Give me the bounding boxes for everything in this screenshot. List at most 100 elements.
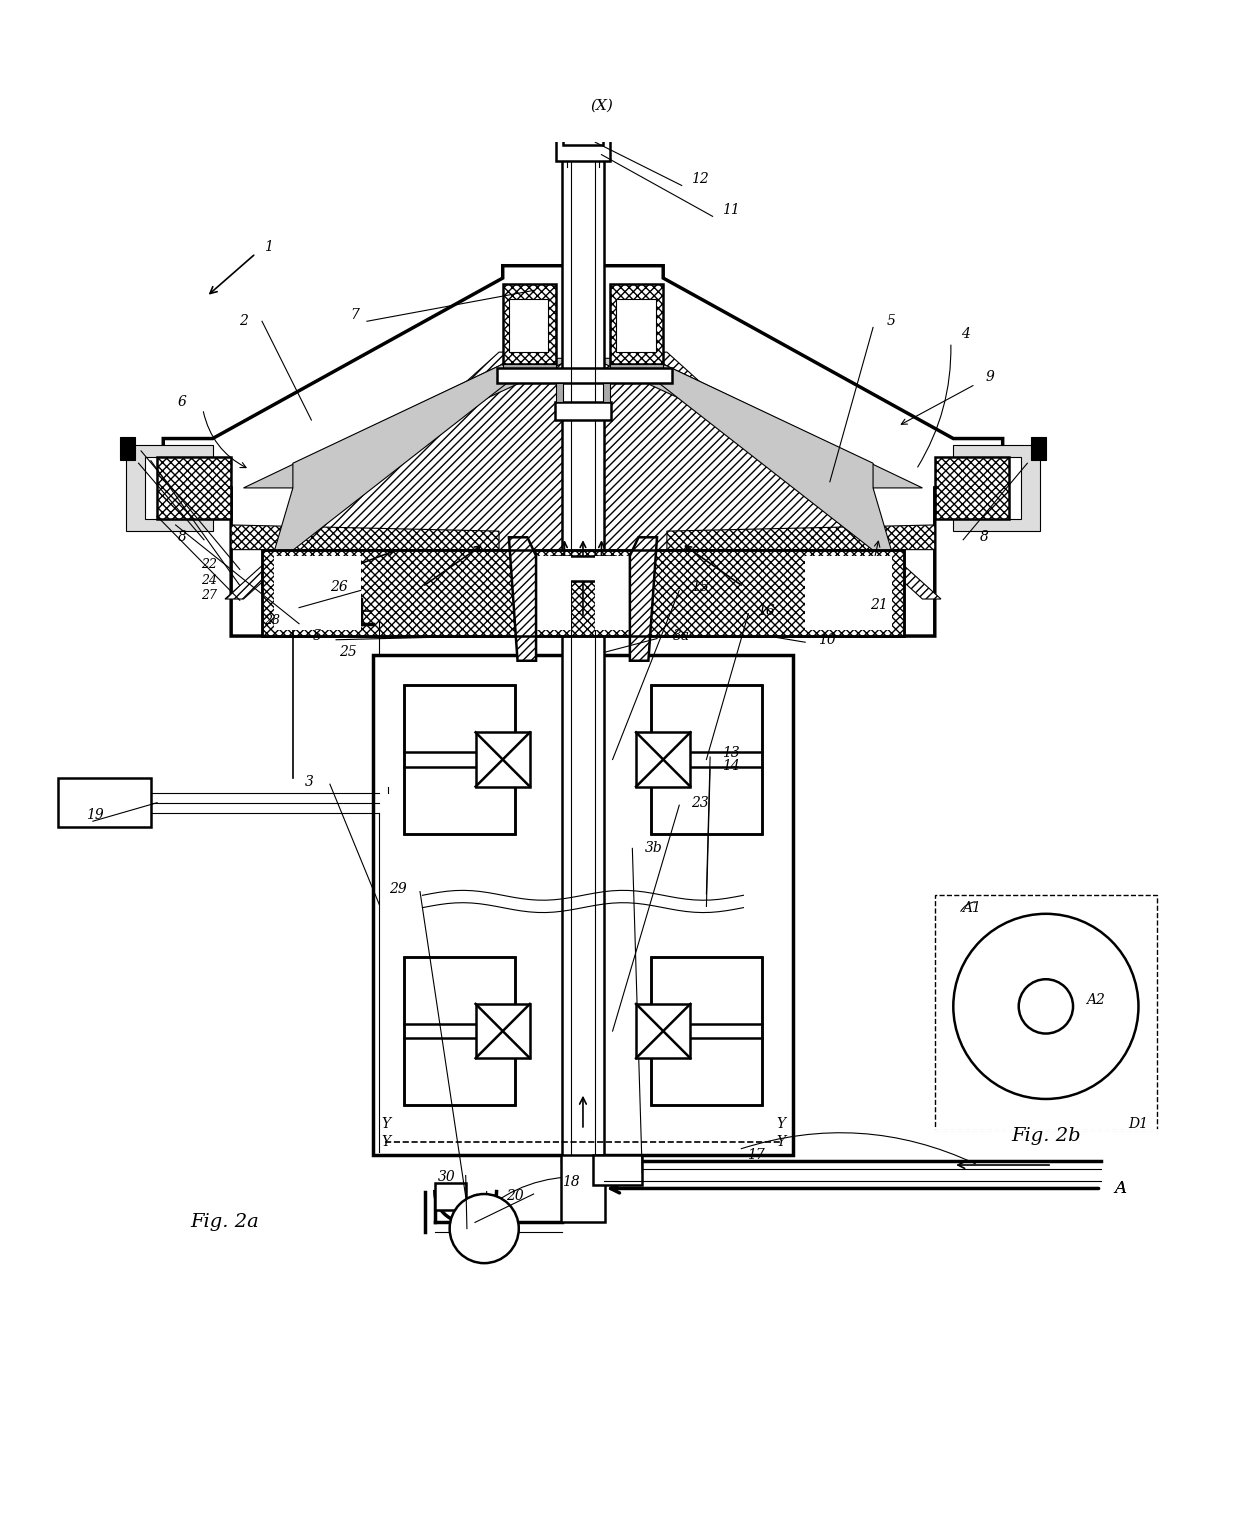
Text: 7: 7 [350,308,360,322]
Polygon shape [593,358,923,488]
Polygon shape [610,284,663,365]
Text: 25: 25 [340,646,357,659]
Text: A: A [1114,1180,1126,1197]
Text: 30: 30 [438,1170,456,1183]
Text: 29: 29 [389,883,407,896]
Bar [551,556,615,580]
Text: 14: 14 [722,758,740,773]
Bar [404,685,515,834]
Text: 28: 28 [264,614,280,626]
Polygon shape [262,358,515,592]
Bar [636,1004,691,1059]
Polygon shape [243,358,573,488]
Text: 18: 18 [562,1174,579,1189]
Text: A2: A2 [1086,993,1105,1007]
Text: A: A [1114,1180,1126,1197]
Bar [404,685,515,834]
Text: 3: 3 [305,775,314,788]
Text: 22: 22 [201,557,217,571]
Text: 16: 16 [756,605,775,618]
Text: 8: 8 [980,530,988,544]
Polygon shape [667,526,935,550]
Text: 8: 8 [177,530,186,544]
Bar [120,437,135,460]
Polygon shape [231,526,498,550]
Bar [554,401,611,421]
Polygon shape [651,358,904,592]
Text: 1: 1 [264,240,273,254]
Bar [595,556,632,630]
Text: 11: 11 [722,204,740,217]
Polygon shape [157,457,231,519]
Text: 27: 27 [201,589,217,602]
Text: Y: Y [381,1135,391,1150]
Text: 12: 12 [692,172,709,187]
Text: Y: Y [381,1116,391,1130]
Bar [562,143,604,1205]
Bar [373,655,792,1154]
Circle shape [1019,980,1073,1033]
Bar [562,1154,605,1223]
Text: Y: Y [776,1116,785,1130]
Bar [563,131,603,144]
Polygon shape [262,550,904,636]
Bar [805,556,892,630]
Text: 17: 17 [746,1147,765,1162]
Bar [1032,437,1045,460]
Polygon shape [508,538,536,661]
Text: Y: Y [776,1135,785,1150]
Bar [651,957,761,1106]
Text: Fig. 2a: Fig. 2a [191,1214,259,1232]
Bar [496,368,672,383]
Bar [435,1183,466,1211]
Bar [476,1004,529,1059]
Bar [476,732,529,787]
Bar [657,770,725,822]
Polygon shape [293,358,573,618]
Bar [556,138,610,161]
Bar [410,972,479,1024]
Polygon shape [651,352,941,598]
Bar [651,685,761,834]
Text: 2: 2 [239,314,248,328]
Bar [651,957,761,1106]
Bar [616,299,656,352]
Text: 20: 20 [506,1189,525,1203]
Polygon shape [593,358,873,618]
Bar [410,1041,479,1092]
Bar [410,770,479,822]
Polygon shape [630,538,657,661]
Text: 21: 21 [870,598,888,612]
Text: A1: A1 [962,901,981,914]
Text: 10: 10 [818,633,836,647]
Text: D1: D1 [1128,1116,1148,1130]
Text: 6: 6 [177,395,186,409]
Bar [410,700,479,752]
Polygon shape [126,445,212,532]
Text: 19: 19 [87,808,104,822]
Text: 23: 23 [692,796,709,810]
Polygon shape [556,383,563,401]
Bar [508,299,548,352]
Text: 15: 15 [692,580,709,594]
Bar [657,700,725,752]
Text: 9: 9 [986,369,994,384]
Polygon shape [610,365,663,383]
Polygon shape [164,266,1003,636]
Text: 13: 13 [722,746,740,761]
Bar [657,972,725,1024]
Bar [404,957,515,1106]
Bar [593,1154,642,1185]
Circle shape [954,914,1138,1098]
Polygon shape [502,365,556,383]
Bar [274,556,361,630]
Text: 3b: 3b [645,842,662,855]
Bar [404,957,515,1106]
Circle shape [450,1194,518,1264]
Text: (X): (X) [590,99,613,112]
Bar [533,556,570,630]
Bar [657,1041,725,1092]
Text: 26: 26 [330,580,347,594]
Polygon shape [935,457,1009,519]
Bar [651,685,761,834]
